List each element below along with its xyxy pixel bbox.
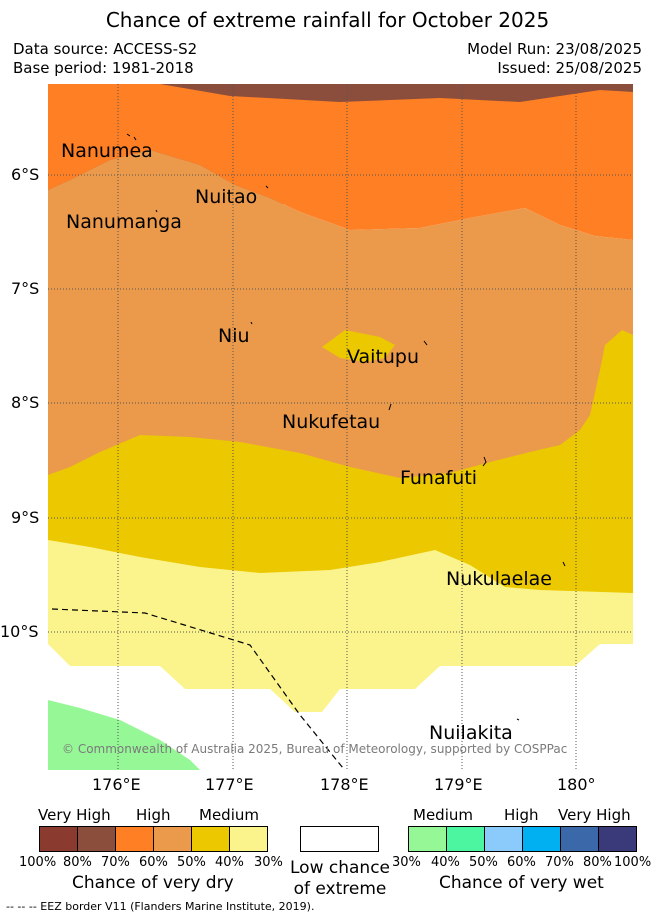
lat-label-10s: 10°S <box>0 622 39 641</box>
copyright-notice: © Commonwealth of Australia 2025, Bureau… <box>62 742 568 756</box>
swatch-wet-60-70 <box>522 826 561 852</box>
model-run: Model Run: 23/08/2025 <box>467 40 642 58</box>
lat-label-6s: 6°S <box>11 165 40 184</box>
lon-label-177e: 177°E <box>205 775 254 794</box>
island-nuitao <box>265 185 269 189</box>
legend-dry-very-high: Very High <box>38 806 111 824</box>
swatch-dry-40-30 <box>229 826 268 852</box>
lon-label-180: 180° <box>557 775 596 794</box>
wet-pct-40: 40% <box>431 855 460 870</box>
island-nuilakita <box>516 718 520 721</box>
zone-high-dry <box>48 84 633 240</box>
island-nukulaelae <box>562 561 566 567</box>
dry-pct-100: 100% <box>19 855 57 870</box>
swatch-dry-60-50 <box>153 826 192 852</box>
island-marks <box>126 133 566 721</box>
place-nanumea: Nanumea <box>61 140 153 162</box>
graticule <box>48 84 633 770</box>
wet-pct-50: 50% <box>469 855 498 870</box>
wet-pct-60: 60% <box>507 855 536 870</box>
legend-low-line2: of extreme <box>293 879 387 899</box>
legend-dry-caption: Chance of very dry <box>72 873 234 893</box>
place-nuilakita: Nuilakita <box>429 722 513 744</box>
base-period: Base period: 1981-2018 <box>13 59 194 77</box>
dry-pct-80: 80% <box>63 855 92 870</box>
place-niu: Niu <box>218 325 250 347</box>
place-nukulaelae: Nukulaelae <box>446 568 552 590</box>
swatch-low-chance <box>300 826 379 852</box>
legend-dry-medium: Medium <box>199 806 259 824</box>
dry-pct-60: 60% <box>139 855 168 870</box>
swatch-wet-30-40 <box>408 826 447 852</box>
legend-low-line1: Low chance <box>290 858 390 878</box>
swatch-wet-80-100 <box>598 826 637 852</box>
legend-wet-very-high: Very High <box>558 806 631 824</box>
island-niu <box>250 321 253 325</box>
lon-label-179e: 179°E <box>434 775 483 794</box>
lon-label-176e: 176°E <box>92 775 141 794</box>
wet-pct-80: 80% <box>583 855 612 870</box>
lat-label-7s: 7°S <box>11 279 40 298</box>
dry-pct-30: 30% <box>254 855 283 870</box>
wet-pct-100: 100% <box>614 855 652 870</box>
place-funafuti: Funafuti <box>400 467 478 489</box>
legend-wet-medium: Medium <box>413 806 473 824</box>
island-nanumanga <box>155 209 158 213</box>
island-funafuti <box>482 456 487 467</box>
zone-vaitupu-yellow <box>322 330 395 362</box>
dry-pct-40: 40% <box>215 855 244 870</box>
swatch-wet-40-50 <box>446 826 485 852</box>
swatch-dry-80-70 <box>77 826 116 852</box>
dry-pct-50: 50% <box>177 855 206 870</box>
zone-low-chance <box>48 644 633 770</box>
island-nanumea <box>126 133 131 137</box>
dry-pct-70: 70% <box>101 855 130 870</box>
swatch-wet-50-60 <box>484 826 523 852</box>
lat-label-8s: 8°S <box>11 393 40 412</box>
legend-wet-caption: Chance of very wet <box>439 873 604 893</box>
zone-wet-medium <box>48 700 200 770</box>
eez-note: -- -- -- EEZ border V11 (Flanders Marine… <box>6 900 315 913</box>
swatch-dry-70-60 <box>115 826 154 852</box>
island-vaitupu <box>423 340 428 346</box>
issued-date: Issued: 25/08/2025 <box>497 59 642 77</box>
island-nukufetau <box>388 403 392 411</box>
place-nukufetau: Nukufetau <box>282 411 381 433</box>
swatch-dry-100-80 <box>39 826 78 852</box>
wet-pct-30: 30% <box>392 855 421 870</box>
data-source: Data source: ACCESS-S2 <box>13 40 198 58</box>
place-vaitupu: Vaitupu <box>347 346 420 368</box>
place-nanumanga: Nanumanga <box>66 211 182 233</box>
wet-pct-70: 70% <box>545 855 574 870</box>
swatch-wet-70-80 <box>560 826 599 852</box>
lon-label-178e: 178°E <box>320 775 369 794</box>
swatch-dry-50-40 <box>191 826 230 852</box>
eez-border <box>51 608 344 769</box>
map-title: Chance of extreme rainfall for October 2… <box>105 8 550 32</box>
place-nuitao: Nuitao <box>195 186 258 208</box>
lat-label-9s: 9°S <box>11 508 40 527</box>
legend-wet-high: High <box>504 806 539 824</box>
legend-dry-high: High <box>136 806 171 824</box>
